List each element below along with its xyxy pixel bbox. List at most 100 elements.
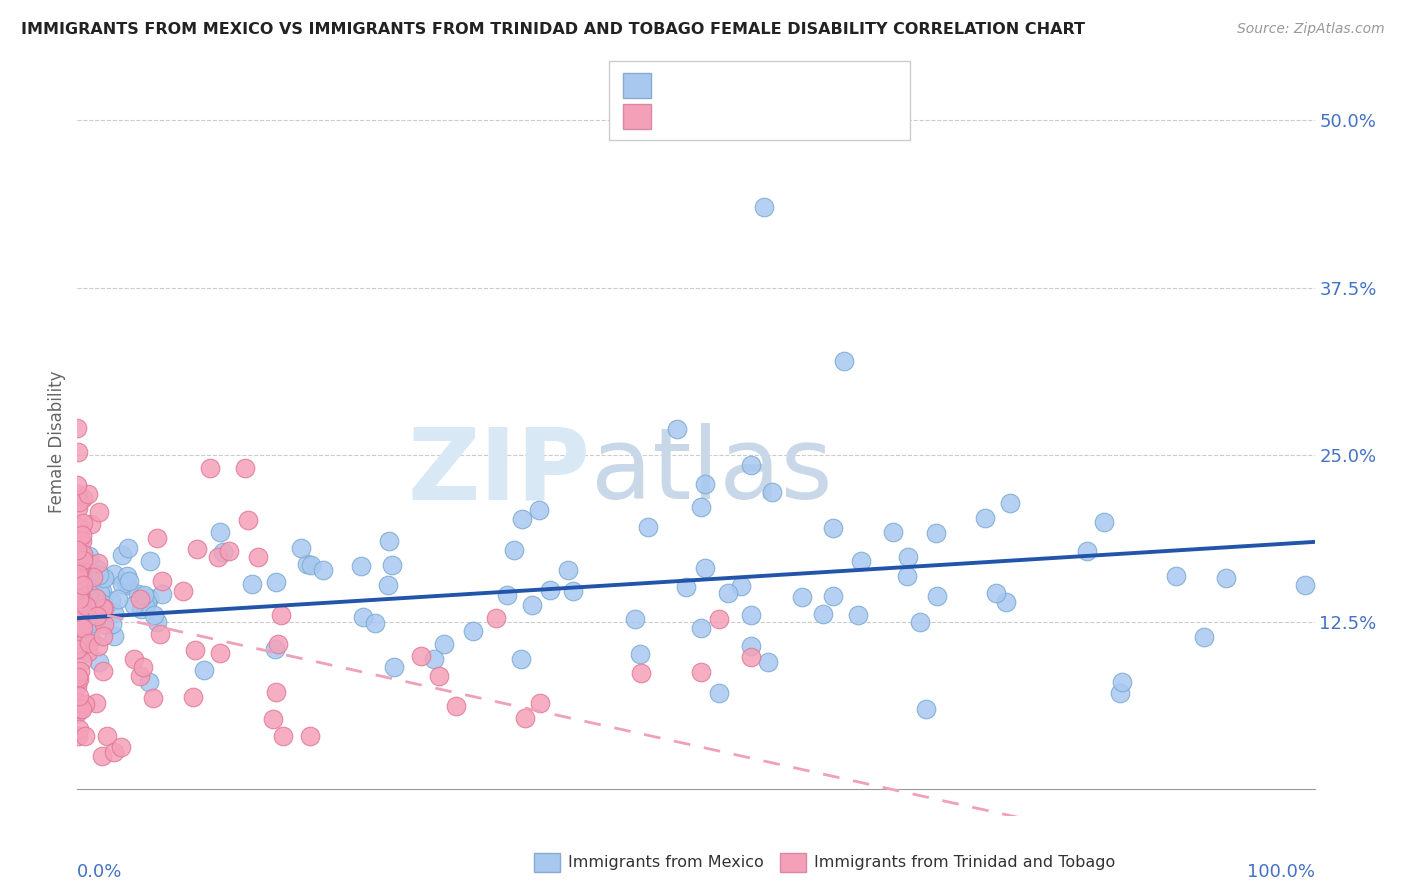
Point (238, 513, 260, 527)
Point (1108, 686, 1130, 700)
Point (70, 595, 93, 609)
Point (73, 612, 96, 626)
Point (117, 541, 139, 555)
Point (290, 541, 312, 555)
Point (124, 598, 146, 612)
Point (66, 643, 89, 657)
Point (75, 597, 97, 611)
Point (529, 696, 551, 710)
Point (263, 641, 285, 656)
Point (218, 543, 240, 558)
Point (132, 588, 155, 602)
Point (1076, 544, 1098, 558)
Point (136, 596, 159, 610)
Point (77, 569, 100, 583)
Point (811, 607, 834, 622)
Point (984, 586, 1007, 600)
Point (350, 558, 373, 573)
Point (181, 690, 204, 704)
Point (433, 637, 456, 651)
Point (67, 573, 90, 587)
Point (908, 615, 931, 630)
Point (66, 609, 89, 624)
Point (67, 624, 90, 638)
Point (73, 551, 96, 566)
Point (352, 610, 374, 624)
Y-axis label: Female Disability: Female Disability (48, 370, 66, 513)
Point (846, 607, 869, 622)
Point (111, 577, 134, 591)
Text: atlas: atlas (591, 423, 832, 520)
Point (77, 615, 100, 629)
Point (127, 587, 149, 601)
Point (675, 580, 697, 594)
Point (69, 586, 91, 600)
Point (93, 601, 115, 615)
Point (67, 572, 90, 586)
Point (142, 690, 165, 705)
Point (87, 598, 110, 612)
Point (882, 524, 904, 539)
Point (186, 541, 208, 556)
Point (707, 686, 730, 700)
Point (198, 461, 221, 475)
Point (1192, 631, 1215, 645)
Point (72, 654, 94, 668)
Point (1294, 578, 1316, 592)
Point (100, 616, 122, 631)
Point (87, 568, 110, 582)
Point (93, 617, 115, 632)
Point (695, 476, 717, 491)
Point (103, 629, 125, 643)
Point (72, 619, 94, 633)
Point (77, 590, 100, 604)
Point (423, 652, 446, 666)
Point (80, 632, 103, 647)
Point (77, 549, 100, 564)
Point (93, 571, 115, 585)
Point (381, 558, 404, 572)
Point (86, 639, 108, 653)
Point (914, 702, 936, 716)
Point (72, 491, 94, 505)
Point (72, 553, 94, 567)
Point (994, 595, 1017, 609)
Point (67, 588, 90, 602)
Point (66, 520, 89, 534)
Point (364, 615, 387, 630)
Point (89, 585, 111, 599)
Point (823, 589, 845, 603)
Point (67, 566, 90, 581)
Point (69, 664, 91, 678)
Point (149, 626, 172, 640)
Point (117, 574, 139, 588)
Point (270, 607, 292, 622)
Point (834, 354, 856, 368)
Point (246, 549, 269, 564)
Point (87, 556, 110, 570)
Point (461, 624, 484, 638)
Point (730, 579, 752, 593)
Point (690, 665, 713, 679)
Point (740, 607, 762, 622)
Point (93, 629, 115, 643)
Point (689, 621, 711, 635)
Point (84, 696, 107, 710)
Point (91, 665, 114, 679)
Point (134, 599, 156, 613)
Point (925, 589, 948, 603)
Point (1215, 571, 1237, 585)
Text: R =: R = (658, 77, 690, 95)
Point (86, 609, 108, 624)
Point (67, 622, 90, 636)
Point (70, 527, 93, 541)
Point (717, 586, 740, 600)
Point (312, 563, 335, 577)
Point (72, 578, 94, 592)
Point (209, 525, 232, 540)
Point (72, 516, 94, 530)
Point (557, 563, 579, 577)
Text: 123: 123 (813, 77, 845, 95)
Point (67, 501, 90, 516)
Point (630, 665, 652, 680)
